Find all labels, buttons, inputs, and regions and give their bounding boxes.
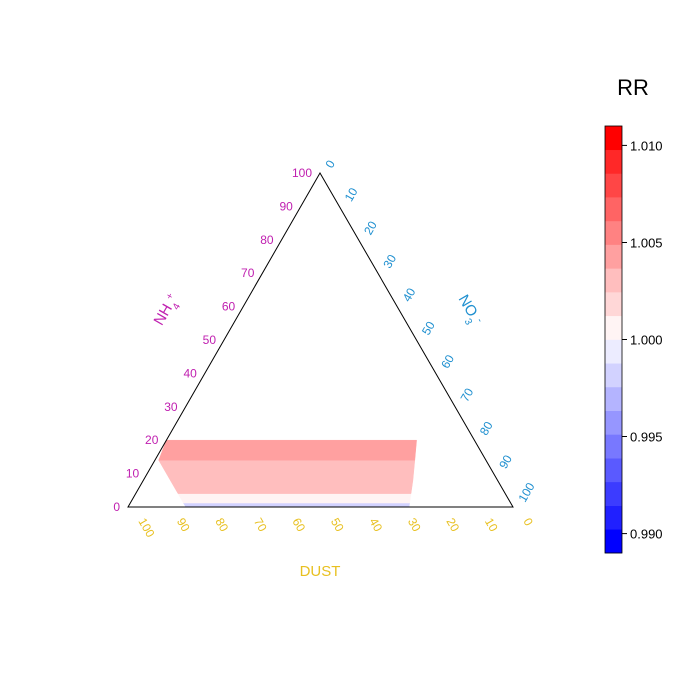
tick-labels: 0102030405060708090100010203040506070809…	[113, 157, 537, 540]
left-tick-label: 10	[126, 467, 140, 481]
right-tick-label: 90	[496, 452, 515, 471]
left-tick-label: 90	[279, 199, 293, 213]
right-tick-label: 30	[380, 252, 399, 271]
left-tick-label: 80	[260, 233, 274, 247]
legend-cell	[605, 386, 622, 411]
bottom-tick-label: 70	[251, 516, 270, 535]
legend-cell	[605, 410, 622, 435]
legend-tick-label: 1.005	[630, 236, 663, 251]
legend-tick-label: 0.995	[630, 430, 663, 445]
right-tick-label: 0	[322, 157, 338, 170]
legend-cell	[605, 220, 622, 245]
legend-cell	[605, 339, 622, 364]
legend-cell	[605, 197, 622, 222]
legend-cell	[605, 481, 622, 506]
left-tick-label: 50	[203, 333, 217, 347]
bottom-tick-label: 10	[482, 516, 501, 535]
left-tick-label: 40	[183, 366, 197, 380]
triangle-outline	[127, 171, 514, 508]
region-band-0	[182, 502, 410, 508]
legend-cell	[605, 244, 622, 269]
left-tick-label: 30	[164, 400, 178, 414]
region-band-4	[158, 439, 417, 461]
left-tick-label: 100	[292, 166, 312, 180]
left-tick-label: 60	[222, 300, 236, 314]
legend-cell	[605, 268, 622, 293]
bottom-tick-label: 60	[289, 516, 308, 535]
color-legend: RR 0.990 0.995 1.000 1.005 1.010	[604, 75, 663, 554]
bottom-tick-label: 90	[174, 516, 193, 535]
legend-title: RR	[617, 75, 649, 100]
bottom-tick-label: 100	[135, 516, 157, 541]
legend-cell	[605, 505, 622, 530]
right-tick-label: 80	[477, 419, 496, 438]
bottom-tick-label: 50	[328, 516, 347, 535]
legend-tick-label: 1.010	[630, 138, 663, 153]
right-axis-title: NO3-	[451, 292, 486, 330]
bottom-tick-label: 40	[366, 516, 385, 535]
legend-tick-label: 0.990	[630, 527, 663, 542]
legend-cell	[605, 173, 622, 198]
right-tick-label: 60	[438, 352, 457, 371]
legend-cell	[605, 434, 622, 459]
legend-tick-label: 1.000	[630, 333, 663, 348]
legend-cell	[605, 529, 622, 554]
bottom-tick-label: 0	[520, 516, 536, 529]
triangle-frame	[127, 171, 514, 508]
right-tick-label: 20	[361, 218, 380, 237]
left-tick-label: 20	[145, 433, 159, 447]
bottom-tick-label: 80	[212, 516, 231, 535]
left-tick-label: 70	[241, 266, 255, 280]
legend-cell	[605, 149, 622, 174]
right-tick-label: 40	[400, 285, 419, 304]
legend-cell	[605, 292, 622, 317]
bottom-axis-title: DUST	[300, 563, 341, 580]
bottom-tick-label: 20	[443, 516, 462, 535]
legend-cell	[605, 363, 622, 388]
region-band-3	[158, 459, 416, 481]
left-tick-label: 0	[113, 500, 120, 514]
right-tick-label: 50	[419, 319, 438, 338]
legend-cell	[605, 458, 622, 483]
right-tick-label: 70	[458, 385, 477, 404]
right-tick-label: 10	[342, 185, 361, 204]
region-band-2	[169, 480, 414, 494]
legend-cell	[605, 126, 622, 151]
bottom-tick-label: 30	[405, 516, 424, 535]
region-band-1	[177, 493, 412, 504]
legend-cell	[605, 315, 622, 340]
right-tick-label: 100	[515, 480, 537, 505]
left-axis-title: NH4+	[150, 291, 186, 331]
data-region	[158, 439, 417, 508]
